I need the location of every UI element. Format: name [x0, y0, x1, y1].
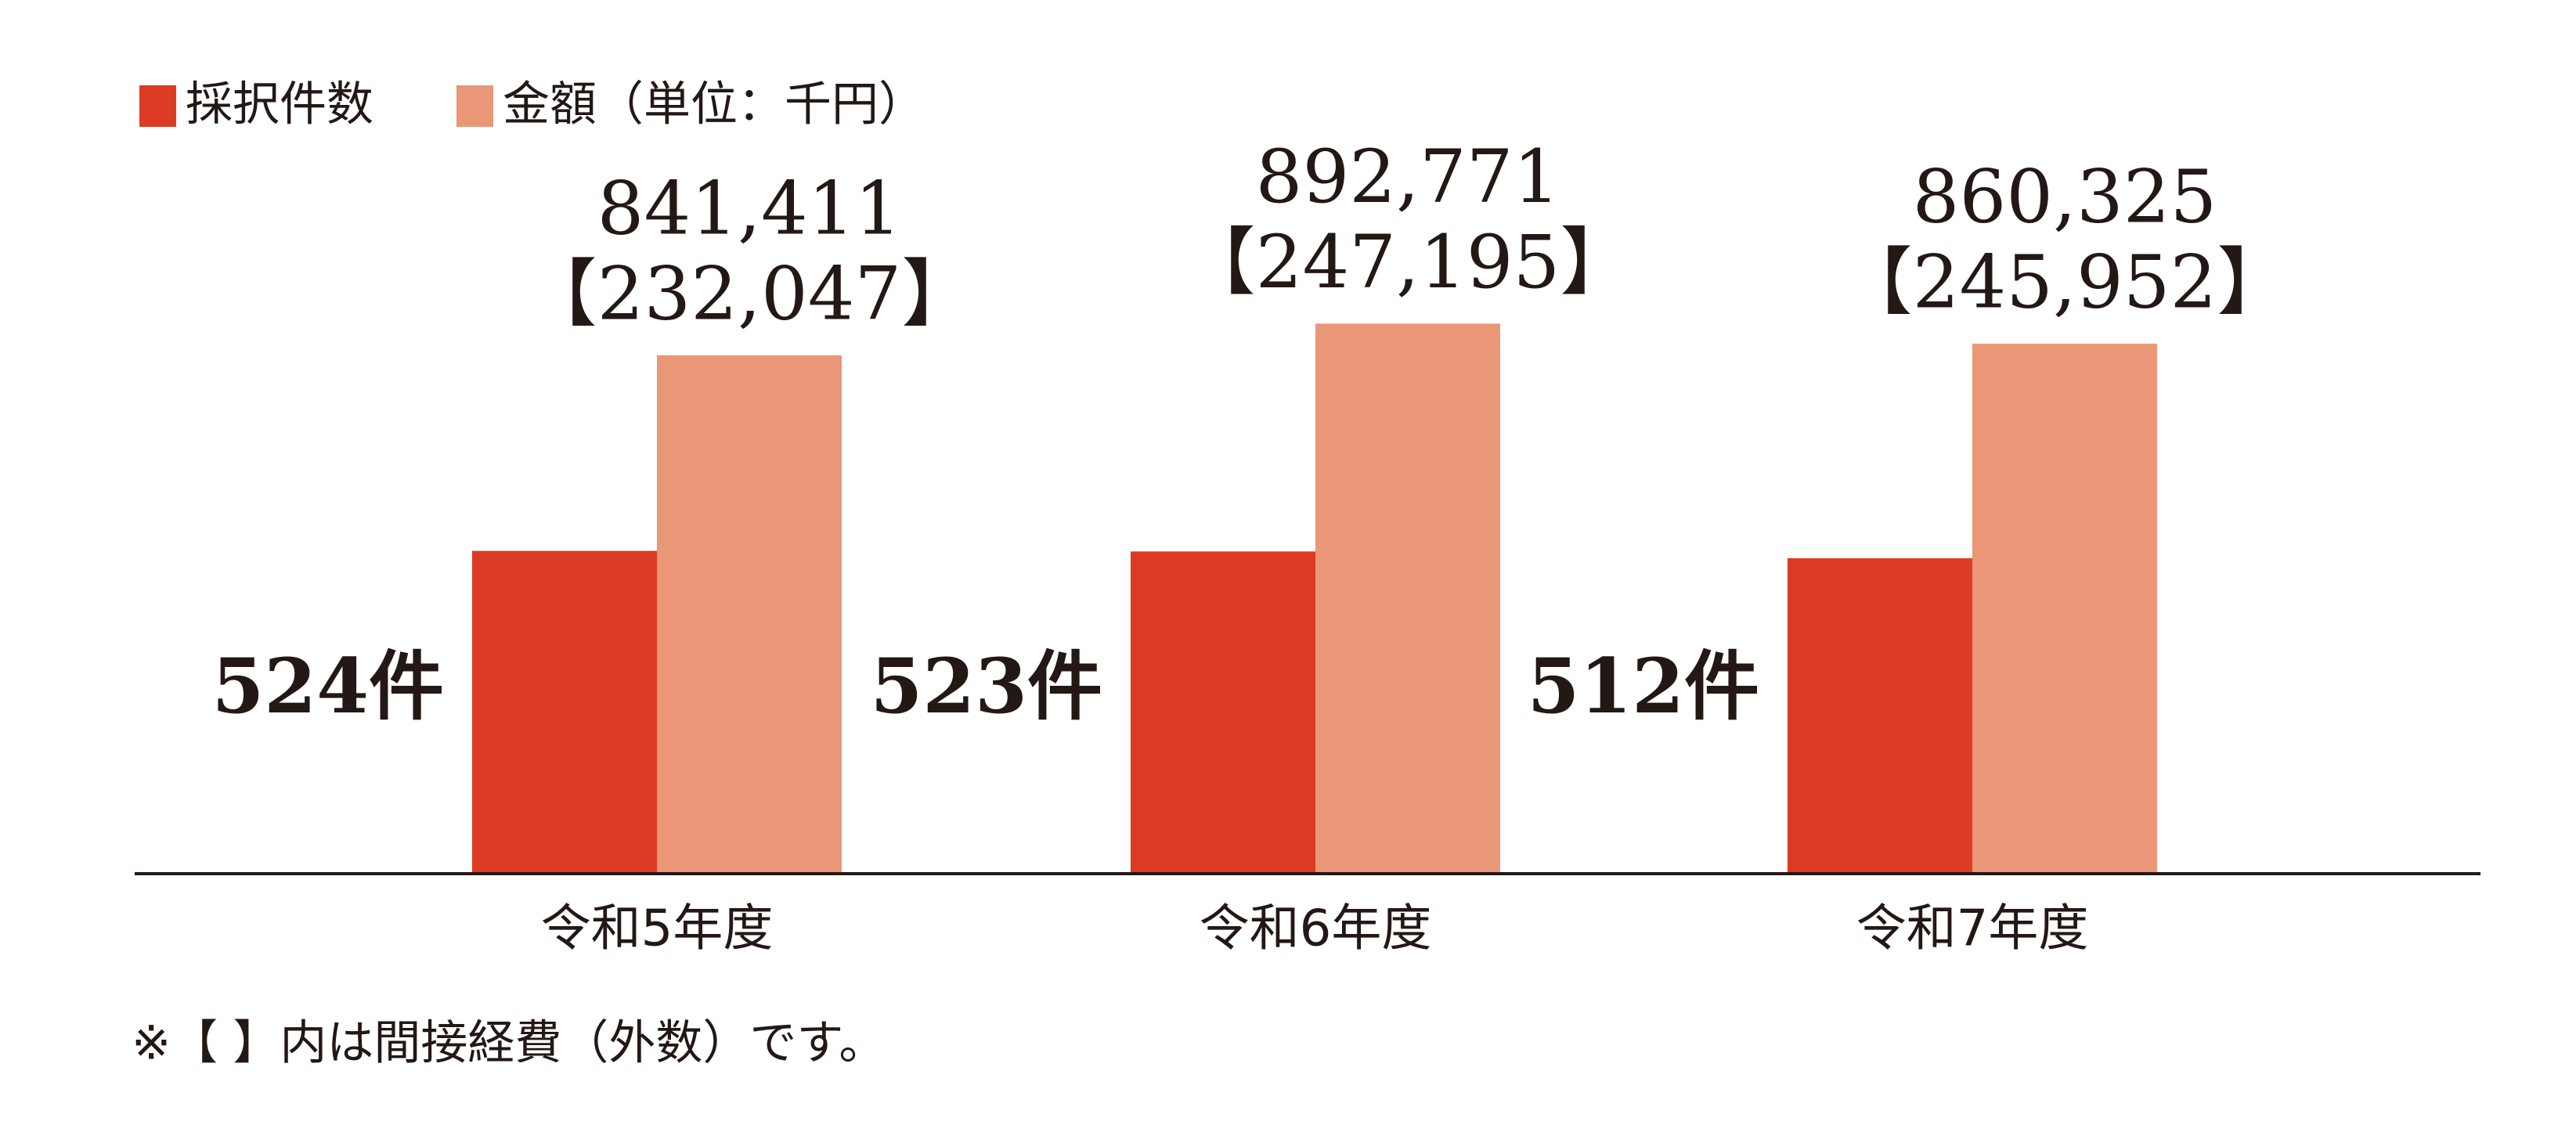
sub-label: 【245,952】: [1839, 240, 2291, 325]
legend-label: 採択件数: [186, 78, 373, 132]
value-label: 524件: [212, 642, 444, 730]
bar: [1788, 558, 1972, 874]
bar: [657, 355, 842, 874]
value-label: 512件: [1528, 642, 1759, 730]
value-label: 841,411: [597, 166, 902, 251]
bar: [1131, 551, 1315, 874]
value-label: 523件: [871, 642, 1102, 730]
legend-label: 金額（単位：千円）: [503, 78, 925, 132]
legend-swatch: [456, 85, 493, 127]
legend-swatch: [139, 85, 176, 127]
footnote: ※【 】内は間接経費（外数）です。: [132, 1016, 886, 1071]
x-tick-label: 令和7年度: [1856, 900, 2089, 958]
value-label: 860,325: [1913, 154, 2217, 240]
x-tick-label: 令和6年度: [1200, 900, 1432, 958]
bar: [472, 550, 657, 874]
value-label: 892,771: [1256, 135, 1560, 220]
bar: [1972, 343, 2157, 874]
sub-label: 【232,047】: [524, 251, 976, 337]
sub-label: 【247,195】: [1182, 220, 1634, 305]
bar: [1315, 323, 1500, 874]
x-tick-label: 令和5年度: [541, 900, 774, 958]
